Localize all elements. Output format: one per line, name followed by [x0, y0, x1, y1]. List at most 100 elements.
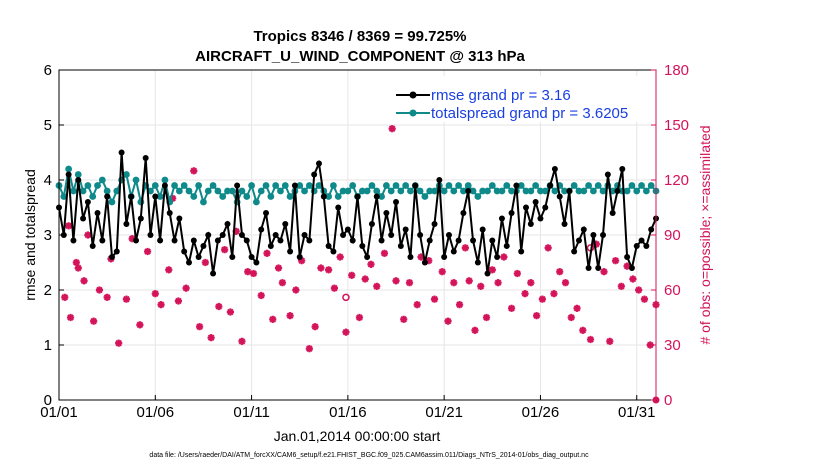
series-point — [325, 243, 332, 249]
series-point — [152, 193, 159, 200]
series-point — [228, 187, 236, 195]
series-point — [344, 226, 351, 233]
series-point — [248, 182, 255, 189]
obs-assimilated-marker — [561, 279, 570, 287]
series-point — [407, 187, 414, 195]
series-point — [340, 232, 347, 238]
series-point — [282, 221, 289, 227]
series-point — [267, 243, 274, 249]
obs-assimilated-marker — [367, 260, 375, 268]
series-point — [70, 237, 77, 244]
series-point — [258, 226, 265, 233]
series-point — [200, 243, 207, 249]
series-point — [190, 237, 197, 244]
series-point — [431, 221, 438, 227]
obs-assimilated-marker — [342, 328, 350, 336]
series-point — [147, 232, 154, 238]
series-point — [349, 182, 357, 189]
series-point — [253, 259, 260, 266]
series-point — [277, 187, 284, 195]
series-point — [503, 243, 510, 249]
series-point — [460, 210, 467, 216]
series-point — [594, 182, 602, 189]
obs-assimilated-marker — [544, 244, 552, 252]
obs-assimilated-marker — [74, 264, 82, 272]
legend-spread-label: totalspread grand pr = 3.6205 — [431, 105, 628, 122]
series-point — [334, 193, 342, 200]
series-point — [98, 176, 106, 184]
series-point — [89, 193, 97, 200]
y-tick-label: 2 — [44, 282, 52, 299]
series-point — [382, 182, 390, 189]
x-tick-label: 01/16 — [329, 404, 367, 421]
obs-assimilated-marker — [244, 268, 252, 276]
series-point — [161, 182, 168, 189]
legend: rmse grand pr = 3.16 totalspread grand p… — [390, 76, 653, 122]
series-point — [94, 182, 101, 189]
series-point — [262, 182, 270, 189]
series-point — [561, 187, 568, 195]
obs-assimilated-marker — [143, 247, 152, 256]
series-point — [224, 221, 231, 227]
y2-tick-label: 180 — [664, 62, 689, 79]
series-point — [330, 182, 337, 189]
series-point — [137, 215, 144, 222]
series-point — [585, 182, 592, 189]
obs-assimilated-marker — [122, 295, 131, 303]
obs-assimilated-marker — [201, 258, 209, 267]
obs-assimilated-marker — [413, 301, 421, 309]
series-point — [94, 210, 101, 216]
series-point — [633, 243, 640, 249]
obs-assimilated-marker — [388, 125, 396, 133]
obs-assimilated-marker — [274, 264, 283, 272]
series-point — [498, 215, 505, 222]
series-point — [488, 182, 496, 189]
series-point — [325, 193, 333, 200]
obs-assimilated-marker — [482, 313, 491, 322]
y-tick-label: 6 — [44, 62, 52, 79]
obs-assimilated-marker — [182, 284, 190, 292]
series-point — [214, 187, 222, 195]
series-point — [407, 254, 414, 260]
obs-assimilated-marker — [263, 249, 271, 257]
series-point — [474, 259, 481, 266]
obs-assimilated-marker — [278, 279, 286, 287]
series-point — [219, 193, 227, 200]
obs-assimilated-marker — [269, 315, 277, 323]
series-point — [614, 188, 621, 194]
obs-assimilated-marker — [325, 266, 333, 274]
series-point — [339, 187, 347, 195]
obs-assimilated-marker — [66, 313, 75, 322]
x-tick-label: 01/26 — [522, 404, 560, 421]
obs-assimilated-marker — [95, 286, 104, 294]
obs-assimilated-marker — [471, 326, 479, 334]
series-point — [108, 198, 116, 206]
series-point — [89, 243, 96, 249]
obs-assimilated-marker — [450, 279, 458, 287]
series-point — [421, 259, 428, 266]
series-point — [99, 237, 106, 244]
obs-assimilated-marker — [348, 271, 356, 279]
series-point — [493, 187, 501, 195]
legend-rmse-marker — [409, 91, 417, 99]
obs-assimilated-marker — [249, 269, 258, 278]
obs-assimilated-marker — [606, 337, 614, 345]
obs-assimilated-marker — [538, 295, 546, 303]
series-point — [311, 171, 318, 178]
series-point — [522, 187, 530, 195]
obs-assimilated-marker — [373, 282, 381, 290]
series-point — [450, 187, 458, 195]
obs-assimilated-marker — [165, 266, 173, 274]
series-point — [133, 237, 140, 244]
series-point — [441, 254, 448, 260]
y-tick-label: 5 — [44, 117, 52, 134]
series-point — [585, 265, 592, 271]
x-tick-label: 01/31 — [618, 404, 656, 421]
series-point — [397, 243, 404, 249]
obs-assimilated-marker — [305, 345, 313, 353]
series-point — [527, 187, 535, 195]
series-point — [570, 182, 578, 189]
series-point — [108, 254, 115, 260]
series-point — [263, 210, 270, 216]
series-point — [79, 187, 87, 195]
